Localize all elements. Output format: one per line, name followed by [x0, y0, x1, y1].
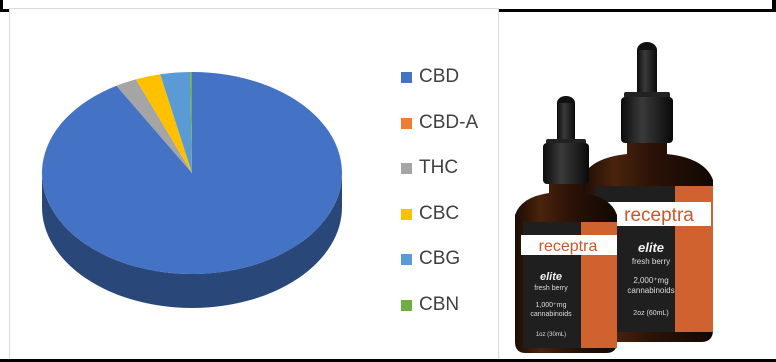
pie-depth	[42, 173, 342, 308]
legend-label: THC	[419, 157, 459, 178]
pie-chart-panel: CBD CBD-A THC CBC CBG CBN	[9, 8, 499, 362]
pie-slice-cbc	[135, 74, 192, 173]
legend-swatch	[401, 254, 412, 265]
pie-slice-cbn	[190, 72, 192, 173]
legend-swatch	[401, 72, 412, 83]
large-bottle-brand: receptra	[624, 205, 694, 226]
large-bottle-potency: 2,000⁺mg	[633, 276, 668, 285]
pie-slice-thc	[116, 79, 192, 173]
legend-swatch	[401, 117, 412, 129]
frame-left-edge	[0, 0, 3, 12]
small-bottle: receptra elite fresh berry 1,000⁺mg cann…	[515, 96, 617, 353]
legend-swatch	[401, 163, 412, 174]
product-photo: receptra elite fresh berry 2,000⁺mg cann…	[515, 42, 713, 353]
small-bottle-potency-unit: cannabinoids	[530, 311, 572, 318]
large-bottle-flavor: fresh berry	[632, 257, 670, 266]
legend-label: CBN	[419, 293, 460, 315]
large-bottle-volume: 2oz (60mL)	[633, 310, 668, 317]
legend-swatch	[401, 299, 412, 311]
legend-label: CBD	[419, 66, 460, 87]
legend-label: CBC	[419, 202, 460, 224]
small-bottle-line: elite	[540, 271, 562, 283]
bottom-frame	[0, 359, 776, 362]
pie-side-cbd	[42, 173, 342, 308]
legend-label: CBD-A	[419, 111, 479, 133]
small-bottle-flavor: fresh berry	[534, 285, 568, 292]
large-bottle-line: elite	[638, 240, 664, 255]
small-bottle-volume: 1oz (30mL)	[536, 332, 566, 338]
small-bottle-brand: receptra	[539, 238, 598, 255]
pie-chart	[41, 72, 342, 308]
pie-slice-cbg	[160, 72, 192, 173]
legend-label: CBG	[419, 248, 461, 269]
legend-swatch	[401, 208, 412, 220]
large-bottle-potency-unit: cannabinoids	[627, 286, 674, 295]
small-bottle-potency: 1,000⁺mg	[536, 302, 567, 309]
pie-top	[41, 72, 342, 274]
pie-slice-cbd	[41, 72, 342, 274]
frame-right-edge	[772, 0, 776, 12]
